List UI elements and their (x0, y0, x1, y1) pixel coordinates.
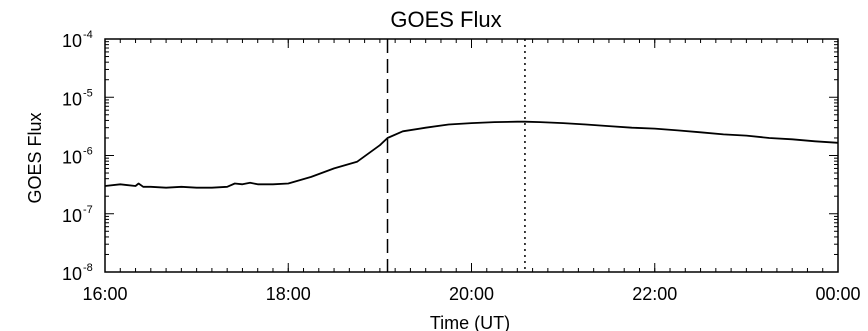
y-tick-exponent: -5 (83, 87, 93, 99)
y-tick-label: 10 (62, 31, 82, 51)
y-tick-label: 10 (62, 206, 82, 226)
x-tick-label: 00:00 (815, 284, 860, 304)
y-tick-label: 10 (62, 264, 82, 284)
y-tick-exponent: -7 (83, 204, 93, 216)
y-tick-exponent: -4 (83, 29, 93, 41)
y-tick-label: 10 (62, 148, 82, 168)
y-tick-label: 10 (62, 89, 82, 109)
y-tick-exponent: -6 (83, 146, 93, 158)
x-tick-label: 16:00 (82, 284, 127, 304)
chart-title: GOES Flux (390, 7, 501, 32)
x-tick-label: 20:00 (449, 284, 494, 304)
x-tick-label: 22:00 (632, 284, 677, 304)
y-tick-exponent: -8 (83, 262, 93, 274)
flux-series-line (104, 120, 839, 189)
x-tick-label: 18:00 (266, 284, 311, 304)
y-axis-label: GOES Flux (25, 112, 45, 203)
plot-frame (104, 38, 839, 273)
x-axis-label: Time (UT) (430, 313, 510, 331)
